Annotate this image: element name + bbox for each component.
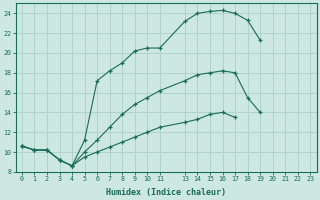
X-axis label: Humidex (Indice chaleur): Humidex (Indice chaleur) xyxy=(106,188,226,197)
